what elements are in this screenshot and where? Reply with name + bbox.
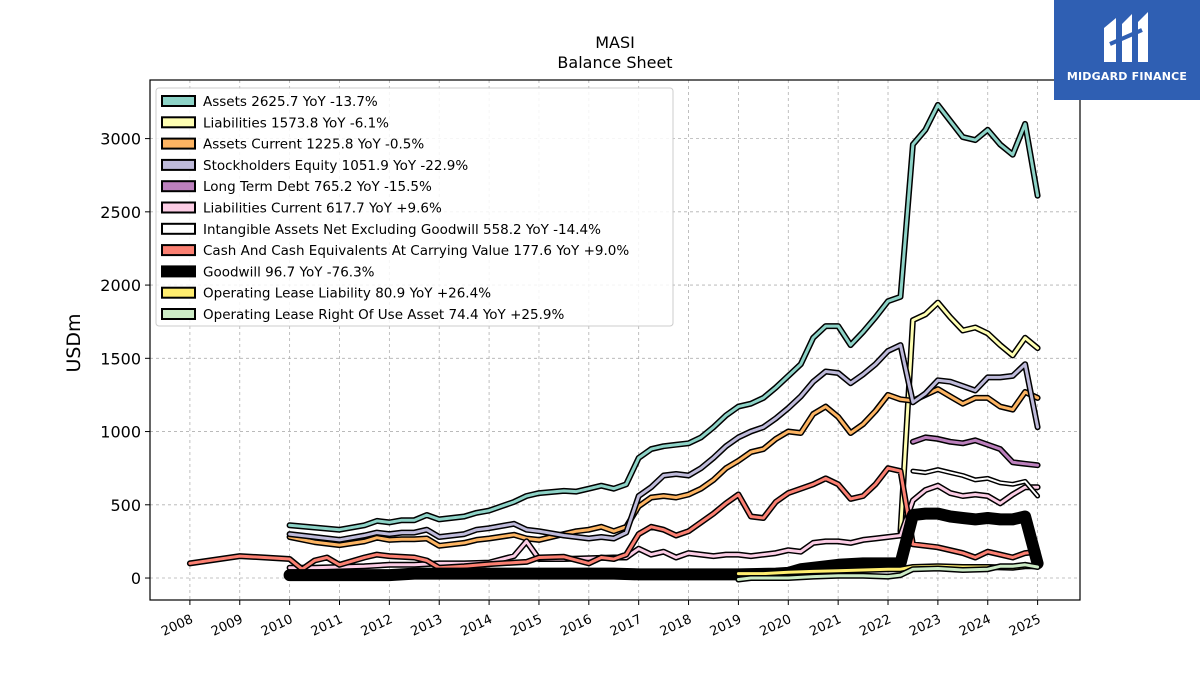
y-tick-label: 1500: [100, 349, 141, 368]
x-tick-label: 2024: [957, 612, 993, 640]
y-tick-label: 3000: [100, 130, 141, 149]
legend-label-stockholders-equity: Stockholders Equity 1051.9 YoY -22.9%: [203, 158, 468, 174]
series-line-intangible-assets-net-excluding-goodwill: [911, 468, 1039, 497]
x-tick-label: 2011: [309, 612, 345, 640]
x-tick-label: 2016: [558, 612, 594, 640]
y-tick-label: 2500: [100, 203, 141, 222]
series-line-assets: [288, 103, 1040, 532]
brand-logo: MIDGARD FINANCE: [1054, 0, 1200, 100]
legend-swatch-liabilities-current: [161, 201, 196, 214]
legend-label-operating-lease-right-of-use-asset: Operating Lease Right Of Use Asset 74.4 …: [203, 307, 564, 323]
legend-label-operating-lease-liability: Operating Lease Liability 80.9 YoY +26.4…: [203, 286, 491, 302]
logo-mark-icon: [1104, 12, 1148, 62]
brand-name: MIDGARD FINANCE: [1066, 70, 1188, 83]
legend-swatch-operating-lease-liability: [161, 286, 196, 299]
x-tick-label: 2010: [259, 612, 295, 640]
legend-swatch-operating-lease-right-of-use-asset: [161, 308, 196, 320]
legend-label-intangible-assets-net-excluding-goodwill: Intangible Assets Net Excluding Goodwill…: [203, 222, 601, 238]
chart-subtitle: Balance Sheet: [557, 53, 672, 72]
legend-swatch-stockholders-equity: [161, 158, 196, 171]
x-tick-label: 2013: [409, 612, 445, 640]
legend: Assets 2625.7 YoY -13.7% Liabilities 1573…: [155, 87, 674, 327]
x-tick-label: 2025: [1007, 612, 1043, 640]
legend-label-cash-and-cash-equivalents-at-carrying-value: Cash And Cash Equivalents At Carrying Va…: [203, 243, 629, 259]
x-tick-label: 2020: [758, 612, 794, 640]
legend-label-goodwill: Goodwill 96.7 YoY -76.3%: [203, 264, 375, 280]
legend-label-assets-current: Assets Current 1225.8 YoY -0.5%: [203, 137, 424, 153]
x-tick-label: 2008: [159, 612, 195, 640]
legend-label-long-term-debt: Long Term Debt 765.2 YoY -15.5%: [203, 179, 432, 195]
series-line-stockholders-equity: [288, 343, 1040, 542]
x-tick-label: 2019: [708, 612, 744, 640]
y-tick-label: 0: [131, 569, 141, 588]
legend-swatch-long-term-debt: [161, 180, 196, 193]
y-axis-ticks: 0 500 1000 1500 2000 2500 3000: [100, 130, 150, 588]
x-axis-ticks: 2008 2009 2010 2011 2012 2013 2014 2015 2016 2017…: [159, 600, 1043, 640]
x-tick-label: 2015: [508, 612, 544, 640]
chart-title: MASI: [595, 33, 635, 52]
legend-swatch-goodwill: [161, 265, 196, 278]
x-tick-label: 2021: [808, 612, 844, 640]
y-tick-label: 1000: [100, 423, 141, 442]
series-lines: [186, 101, 1044, 583]
series-line-liabilities: [899, 301, 1040, 533]
legend-swatch-intangible-assets-net-excluding-goodwill: [161, 222, 196, 235]
x-tick-label: 2017: [608, 612, 644, 640]
x-tick-label: 2022: [857, 612, 893, 640]
legend-swatch-assets: [161, 95, 196, 107]
plot-frame: [149, 79, 1081, 601]
legend-box: [155, 87, 674, 327]
y-tick-label: 2000: [100, 276, 141, 295]
x-tick-label: 2009: [209, 612, 245, 640]
x-tick-label: 2012: [359, 612, 395, 640]
y-tick-label: 500: [110, 496, 141, 515]
x-tick-label: 2018: [658, 612, 694, 640]
series-line-operating-lease-right-of-use-asset: [736, 563, 1040, 581]
legend-label-assets: Assets 2625.7 YoY -13.7%: [203, 94, 378, 110]
x-tick-label: 2014: [458, 612, 494, 640]
legend-swatch-assets-current: [161, 137, 196, 150]
series-line-long-term-debt: [911, 435, 1040, 467]
legend-label-liabilities: Liabilities 1573.8 YoY -6.1%: [203, 115, 389, 131]
legend-swatch-liabilities: [161, 116, 196, 129]
y-axis-label: USDm: [63, 313, 85, 372]
legend-label-liabilities-current: Liabilities Current 617.7 YoY +9.6%: [203, 201, 442, 217]
series-line-goodwill: [285, 509, 1043, 580]
x-tick-label: 2023: [907, 612, 943, 640]
legend-swatch-cash-and-cash-equivalents-at-carrying-value: [161, 244, 196, 257]
